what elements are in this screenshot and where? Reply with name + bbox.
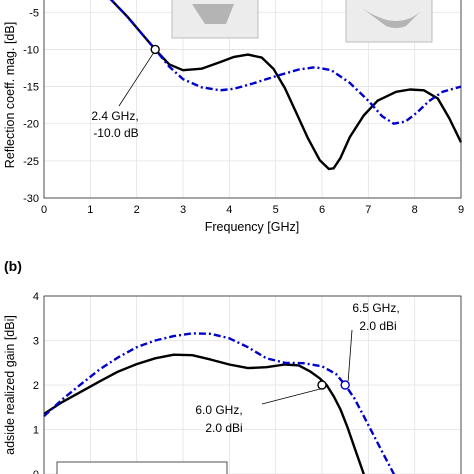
x-tick-label: 0 bbox=[41, 204, 47, 216]
x-tick-label: 3 bbox=[180, 204, 186, 216]
plot-frame bbox=[43, 0, 462, 199]
x-tick-label: 5 bbox=[273, 204, 279, 216]
series-line-solid bbox=[109, 0, 463, 171]
y-tick-label: 1 bbox=[33, 425, 39, 437]
x-tick-label: 4 bbox=[226, 204, 232, 216]
plot-frame bbox=[43, 295, 462, 474]
x-axis-label: Frequency [GHz] bbox=[205, 220, 299, 234]
x-tick-label: 1 bbox=[87, 204, 93, 216]
tick-labels: 0 1 2 3 4 5 6 7 8 9 -5 -10 -15 -20 -25 -30 bbox=[23, 7, 464, 216]
legend-box bbox=[56, 461, 228, 474]
antenna-inset-left bbox=[171, 0, 259, 39]
series-line-dashdot bbox=[109, 0, 462, 125]
x-tick-label: 7 bbox=[365, 204, 371, 216]
y-tick-label: -10 bbox=[23, 44, 39, 56]
panel-label: (b) bbox=[4, 258, 22, 274]
marker-label-line1: 2.4 GHz, bbox=[91, 109, 138, 123]
y-tick-label: 2 bbox=[33, 380, 39, 392]
y-tick-label: -20 bbox=[23, 119, 39, 131]
annotation-leader bbox=[261, 388, 321, 405]
marker-label-line1: 6.0 GHz, bbox=[195, 403, 242, 417]
y-tick-label: 4 bbox=[33, 291, 39, 303]
series-line-solid bbox=[43, 353, 365, 474]
y-tick-label: -25 bbox=[23, 156, 39, 168]
marker-label-line2: 2.0 dBi bbox=[205, 421, 242, 435]
x-tick-label: 6 bbox=[319, 204, 325, 216]
marker-label-line2: 2.0 dBi bbox=[359, 319, 396, 333]
x-tick-label: 8 bbox=[412, 204, 418, 216]
y-tick-label: -15 bbox=[23, 82, 39, 94]
y-tick-label: 3 bbox=[33, 336, 39, 348]
annotation: 2.4 GHz, -10.0 dB bbox=[91, 44, 160, 140]
marker-point bbox=[150, 44, 160, 55]
antenna-inset-right bbox=[345, 0, 433, 43]
series-line-dashdot bbox=[43, 332, 396, 474]
marker-point bbox=[340, 380, 350, 390]
marker-point bbox=[317, 380, 327, 390]
annotation-leader bbox=[118, 53, 154, 107]
y-tick-label: -30 bbox=[23, 193, 39, 205]
tick-labels: 4 3 2 1 0 bbox=[33, 291, 39, 474]
chart-reflection-coefficient: 0 1 2 3 4 5 6 7 8 9 -5 -10 -15 -20 -25 -30 2.4 GHz, -10… bbox=[3, 0, 464, 234]
y-tick-label: 0 bbox=[33, 469, 39, 474]
y-tick-label: -5 bbox=[29, 7, 39, 19]
y-axis-label: adside realized gain [dBi] bbox=[3, 315, 17, 455]
y-axis-label: Reflection coeff. mag. [dB] bbox=[3, 22, 17, 168]
annotations: 6.0 GHz, 2.0 dBi 6.5 GHz, 2.0 dBi bbox=[195, 301, 399, 435]
x-tick-label: 2 bbox=[134, 204, 140, 216]
series-group bbox=[43, 332, 396, 474]
marker-label-line2: -10.0 dB bbox=[93, 126, 138, 140]
series-group bbox=[109, 0, 463, 171]
marker-label-line1: 6.5 GHz, bbox=[352, 301, 399, 315]
annotation-leader bbox=[347, 329, 353, 382]
chart-realized-gain: (b) 4 3 2 1 0 6.0 GHz, 2.0 dBi 6.5 GHz, 2.0 … bbox=[3, 258, 462, 474]
x-tick-label: 9 bbox=[458, 204, 464, 216]
